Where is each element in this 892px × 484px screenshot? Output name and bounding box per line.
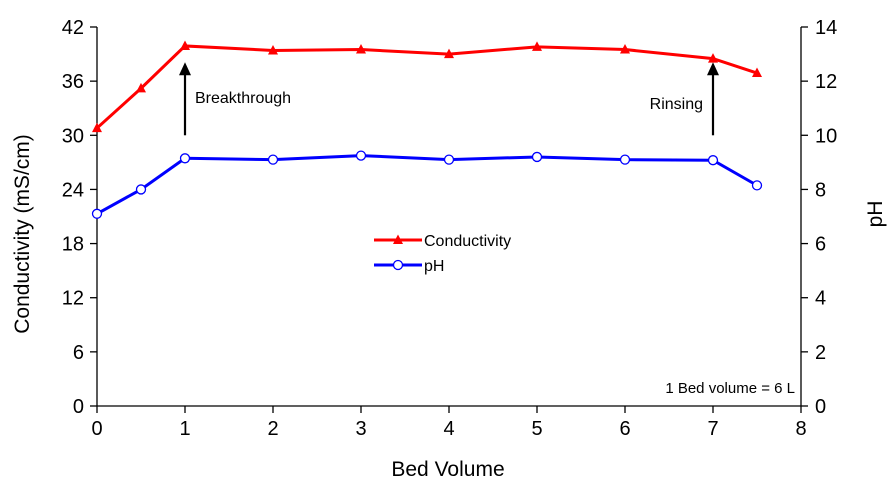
x-tick-label: 1 (179, 418, 190, 440)
y-left-tick-label: 12 (62, 288, 84, 310)
y-right-tick-label: 10 (815, 125, 837, 147)
data-point-ph (91, 208, 103, 219)
annotations: Breakthrough Rinsing (179, 62, 719, 136)
data-point-ph (355, 150, 367, 161)
y-right-tick-label: 4 (815, 288, 826, 310)
data-point-conductivity (268, 44, 278, 55)
y-right-tick-label: 14 (815, 17, 837, 39)
legend: Conductivity pH (374, 233, 511, 275)
x-tick-label: 0 (91, 418, 102, 440)
annotation-label: Rinsing (650, 96, 703, 113)
data-point-conductivity (92, 122, 102, 133)
data-point-conductivity (136, 82, 146, 93)
series-line-ph (96, 154, 758, 216)
y-right-tick-label: 8 (815, 179, 826, 201)
data-point-conductivity (620, 44, 630, 54)
x-tick-label: 5 (531, 418, 542, 440)
series-layer (91, 40, 763, 219)
y-left-tick-label: 36 (62, 71, 84, 93)
data-point-ph (267, 154, 279, 165)
data-point-ph (179, 153, 191, 164)
annotation-arrow-head (707, 62, 719, 76)
annotation-label: Breakthrough (195, 90, 291, 107)
data-point-conductivity (532, 41, 542, 51)
x-tick-label: 3 (355, 418, 366, 440)
data-point-conductivity (444, 48, 454, 59)
x-axis-title: Bed Volume (391, 458, 504, 481)
y-left-tick-label: 18 (62, 234, 84, 256)
legend-marker (392, 259, 404, 271)
data-point-ph (707, 155, 719, 166)
y-left-tick-label: 24 (62, 179, 84, 201)
data-point-ph (619, 154, 631, 165)
data-point-ph (443, 154, 455, 165)
y-left-tick-label: 30 (62, 125, 84, 147)
data-point-ph (135, 184, 147, 195)
y-left-tick-label: 0 (73, 396, 84, 418)
data-point-ph (531, 151, 543, 163)
legend-entry: Conductivity (424, 233, 511, 250)
y-right-tick-label: 0 (815, 396, 826, 418)
x-tick-label: 4 (443, 418, 454, 440)
data-point-conductivity (356, 44, 366, 54)
y-right-tick-label: 6 (815, 234, 826, 256)
y-left-tick-label: 42 (62, 17, 84, 39)
data-point-conductivity (180, 40, 190, 50)
series-line-conductivity (95, 44, 758, 130)
data-point-ph (751, 180, 763, 191)
x-tick-label: 6 (619, 418, 630, 440)
y-right-tick-label: 12 (815, 71, 837, 93)
x-tick-label: 2 (267, 418, 278, 440)
annotation-arrow-head (179, 62, 191, 76)
x-tick-label: 7 (707, 418, 718, 440)
y-left-tick-label: 6 (73, 342, 84, 364)
x-tick-label: 8 (795, 418, 806, 440)
y-axis-left-title: Conductivity (mS/cm) (11, 134, 34, 334)
data-point-conductivity (708, 53, 718, 63)
bed-volume-note: 1 Bed volume = 6 L (665, 380, 795, 397)
data-point-conductivity (752, 67, 762, 78)
y-axis-right-title: pH (864, 201, 887, 228)
legend-entry: pH (424, 258, 444, 275)
legend-marker (393, 234, 403, 244)
y-right-tick-label: 2 (815, 342, 826, 364)
